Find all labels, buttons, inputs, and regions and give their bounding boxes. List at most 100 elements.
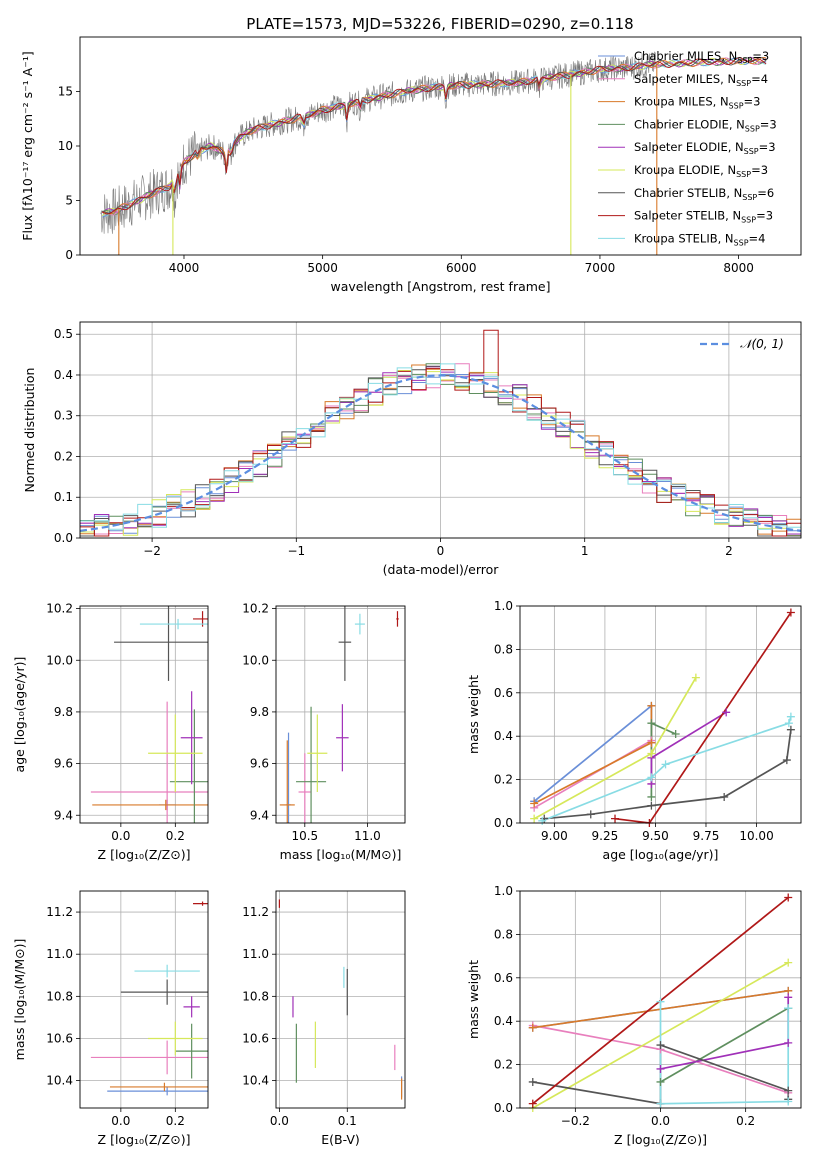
weight-line-chabrier-stelib <box>544 729 792 820</box>
legend-label-salpeter-elodie: Salpeter ELODIE, NSSP=3 <box>634 140 776 156</box>
y-tick-label: 10.0 <box>242 653 269 667</box>
x-axis-label: age [log₁₀(age/yr)] <box>603 847 719 862</box>
mass-vs-ebv-panel: 0.0 0.1 10.4 10.6 10.8 11.0 11.2 E(B-V) <box>242 890 406 1147</box>
legend-label-text: Salpeter MILES, N <box>634 72 736 86</box>
y-tick-label: 9.8 <box>54 705 73 719</box>
weight-marker-salpeter-elodie <box>722 708 731 717</box>
y-tick-label: 1.0 <box>494 884 513 898</box>
histogram-step-kroupa-stelib <box>80 363 801 530</box>
y-tick-label: 0 <box>65 248 73 262</box>
weight-marker-chabrier-stelib <box>786 725 795 734</box>
model-spectrum-salpeter-stelib <box>101 57 767 215</box>
x-axis-label: (data-model)/error <box>383 562 500 577</box>
y-axis-label: Normed distribution <box>22 368 37 493</box>
legend-label-value: =4 <box>749 231 766 245</box>
x-tick-label: 10.00 <box>739 829 773 843</box>
legend-label-kroupa-stelib: Kroupa STELIB, NSSP=4 <box>634 231 765 247</box>
weight-marker-kroupa-elodie <box>691 673 700 682</box>
y-tick-label: 0.2 <box>494 773 513 787</box>
x-tick-label: 0.2 <box>166 1114 185 1128</box>
x-axis-label: Z [log₁₀(Z/Z⊙)] <box>98 1132 191 1147</box>
weight-marker-kroupa-miles <box>528 1023 537 1032</box>
legend-label-value: =3 <box>744 95 761 109</box>
x-tick-label: 0.2 <box>736 1114 755 1128</box>
weight-marker-kroupa-elodie <box>784 958 793 967</box>
legend-label-text: Chabrier MILES, N <box>634 49 737 63</box>
x-tick-label: −0.2 <box>561 1114 590 1128</box>
axes-frame <box>519 605 802 824</box>
weight-marker-chabrier-elodie <box>671 730 680 739</box>
weight-marker-chabrier-stelib <box>784 1086 793 1095</box>
legend-label-subscript: SSP <box>741 216 756 225</box>
age-vs-mass-panel: 10.5 11.0 9.4 9.6 9.8 10.0 10.2 mass [log₁₀(M/M… <box>242 602 406 862</box>
weight-marker-kroupa-stelib <box>784 1097 793 1106</box>
x-tick-label: 6000 <box>446 261 477 275</box>
y-tick-label: 11.0 <box>46 947 73 961</box>
plot-area <box>80 329 801 537</box>
x-tick-label: 8000 <box>723 261 754 275</box>
weight-marker-kroupa-stelib <box>647 773 656 782</box>
y-tick-label: 10.8 <box>242 989 269 1003</box>
y-tick-label: 10.2 <box>242 602 269 616</box>
legend-label-salpeter-miles: Salpeter MILES, NSSP=4 <box>634 72 768 88</box>
weight-marker-salpeter-stelib <box>784 893 793 902</box>
y-tick-label: 10 <box>58 139 73 153</box>
legend-label-subscript: SSP <box>742 193 757 202</box>
y-tick-label: 10.2 <box>46 602 73 616</box>
y-tick-label: 11.2 <box>242 905 269 919</box>
x-tick-label: 0.0 <box>270 1114 289 1128</box>
axes-frame <box>79 605 209 824</box>
x-tick-label: 9.50 <box>642 829 669 843</box>
x-tick-label: 7000 <box>585 261 616 275</box>
legend-label-chabrier-elodie: Chabrier ELODIE, NSSP=3 <box>634 117 777 133</box>
axes-frame <box>519 890 802 1109</box>
residual-histogram-panel: −2 −1 0 1 2 0.0 0.1 0.2 0.3 0.4 0.5 (data-model)/er… <box>22 321 802 577</box>
weight-vs-metallicity-panel: −0.2 0.0 0.2 0.0 0.2 0.4 0.6 0.8 1.0 Z [log₁₀(Z/Z… <box>466 884 802 1147</box>
legend-label-value: =3 <box>760 117 777 131</box>
x-tick-label: 0.2 <box>166 829 185 843</box>
y-tick-label: 10.6 <box>46 1031 73 1045</box>
observed-spectrum-line <box>100 51 656 234</box>
weight-marker-salpeter-stelib <box>611 814 620 823</box>
y-tick-label: 0.2 <box>494 1058 513 1072</box>
weight-marker-chabrier-stelib <box>528 1077 537 1086</box>
x-tick-label: 9.25 <box>592 829 619 843</box>
weight-marker-chabrier-elodie <box>656 1077 665 1086</box>
figure-title: PLATE=1573, MJD=53226, FIBERID=0290, z=0… <box>246 15 633 33</box>
axes-frame <box>79 36 802 256</box>
y-tick-label: 0.3 <box>54 409 73 423</box>
model-spectrum-salpeter-miles <box>102 57 767 216</box>
y-tick-label: 10.6 <box>242 1031 269 1045</box>
y-axis-label: mass weight <box>466 960 481 1039</box>
legend-label-subscript: SSP <box>736 79 751 88</box>
legend-label-subscript: SSP <box>744 147 759 156</box>
y-tick-label: 0.8 <box>494 642 513 656</box>
legend-label-text: Kroupa ELODIE, N <box>634 163 736 177</box>
weight-marker-kroupa-miles <box>530 799 539 808</box>
legend-label-text: Salpeter ELODIE, N <box>634 140 744 154</box>
y-tick-label: 0.4 <box>54 368 73 382</box>
legend-label-chabrier-stelib: Chabrier STELIB, NSSP=6 <box>634 186 774 202</box>
weight-marker-kroupa-stelib <box>538 816 547 825</box>
legend-label-value: =6 <box>757 186 774 200</box>
x-tick-label: 9.00 <box>541 829 568 843</box>
y-tick-label: 9.6 <box>250 757 269 771</box>
x-tick-label: 0.0 <box>651 1114 670 1128</box>
y-tick-label: 0.8 <box>494 927 513 941</box>
y-axis-label: mass [log₁₀(M/M⊙)] <box>12 939 27 1061</box>
weight-marker-chabrier-stelib <box>586 810 595 819</box>
x-axis-label: wavelength [Angstrom, rest frame] <box>330 279 550 294</box>
y-tick-label: 0.6 <box>494 971 513 985</box>
x-tick-label: 0.0 <box>111 829 130 843</box>
y-tick-label: 0.0 <box>494 816 513 830</box>
x-tick-label: 0 <box>437 544 445 558</box>
weight-marker-kroupa-elodie <box>647 749 656 758</box>
x-axis-label: Z [log₁₀(Z/Z⊙)] <box>614 1132 707 1147</box>
plot-area <box>532 896 790 1108</box>
y-tick-label: 10.8 <box>46 989 73 1003</box>
x-tick-label: −1 <box>287 544 305 558</box>
plot-area <box>533 612 792 823</box>
legend-label-text: Kroupa STELIB, N <box>634 231 734 245</box>
weight-marker-chabrier-stelib <box>782 756 791 765</box>
legend-label-kroupa-miles: Kroupa MILES, NSSP=3 <box>634 95 760 111</box>
